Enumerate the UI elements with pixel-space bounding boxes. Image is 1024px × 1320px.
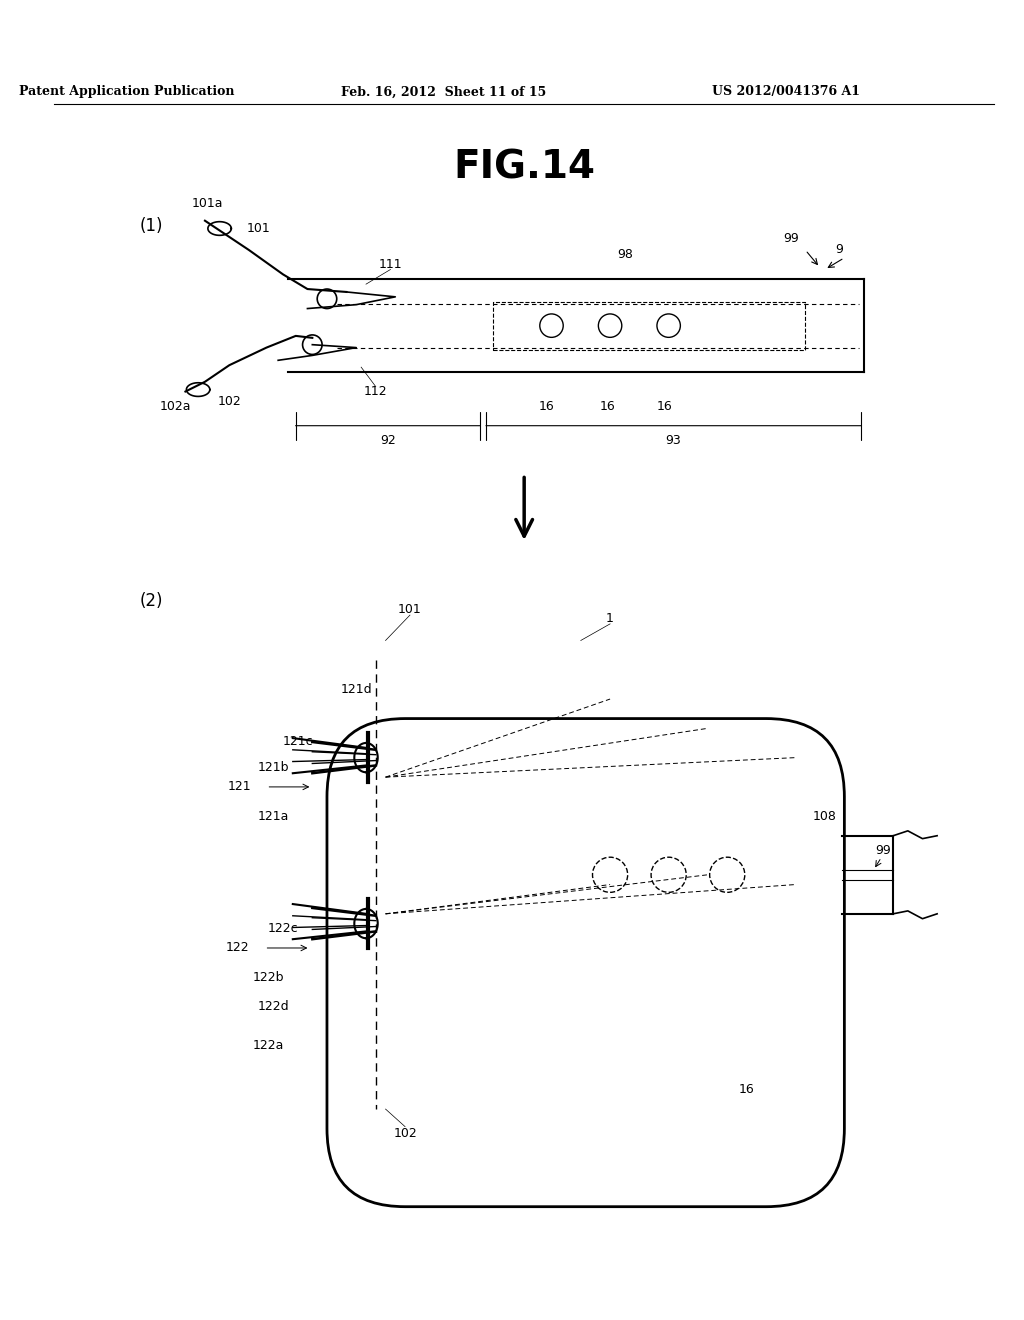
Text: 99: 99 bbox=[876, 843, 891, 857]
Text: 122: 122 bbox=[225, 941, 249, 954]
Text: 16: 16 bbox=[599, 400, 615, 413]
Text: 121a: 121a bbox=[258, 809, 289, 822]
Text: Feb. 16, 2012  Sheet 11 of 15: Feb. 16, 2012 Sheet 11 of 15 bbox=[341, 86, 547, 98]
Text: (2): (2) bbox=[139, 593, 163, 610]
Text: 121: 121 bbox=[227, 780, 251, 793]
Text: 99: 99 bbox=[782, 232, 799, 244]
Text: 92: 92 bbox=[380, 434, 396, 447]
Text: 102: 102 bbox=[217, 395, 242, 408]
Text: 16: 16 bbox=[656, 400, 673, 413]
Text: 101: 101 bbox=[398, 603, 422, 615]
Text: 16: 16 bbox=[739, 1082, 755, 1096]
Text: 121d: 121d bbox=[340, 682, 372, 696]
Text: Patent Application Publication: Patent Application Publication bbox=[19, 86, 234, 98]
Text: US 2012/0041376 A1: US 2012/0041376 A1 bbox=[712, 86, 860, 98]
Text: 122c: 122c bbox=[267, 921, 298, 935]
Text: 101a: 101a bbox=[193, 197, 223, 210]
Text: 98: 98 bbox=[616, 248, 633, 261]
Text: 111: 111 bbox=[379, 259, 402, 271]
Text: 9: 9 bbox=[836, 243, 844, 256]
Text: 122a: 122a bbox=[253, 1039, 284, 1052]
Text: 121b: 121b bbox=[257, 760, 289, 774]
Text: 16: 16 bbox=[539, 400, 555, 413]
Text: 102: 102 bbox=[393, 1127, 417, 1140]
Text: 112: 112 bbox=[364, 385, 388, 399]
Text: 122b: 122b bbox=[253, 970, 284, 983]
Text: 102a: 102a bbox=[160, 400, 191, 413]
Text: 93: 93 bbox=[666, 434, 681, 447]
Text: (1): (1) bbox=[139, 216, 163, 235]
Text: FIG.14: FIG.14 bbox=[454, 148, 595, 186]
Text: 108: 108 bbox=[813, 809, 837, 822]
Text: 122d: 122d bbox=[257, 1001, 289, 1012]
Bar bbox=[493, 302, 805, 350]
Text: 101: 101 bbox=[247, 222, 270, 235]
Text: 1: 1 bbox=[606, 612, 614, 626]
Text: 121c: 121c bbox=[283, 734, 313, 747]
